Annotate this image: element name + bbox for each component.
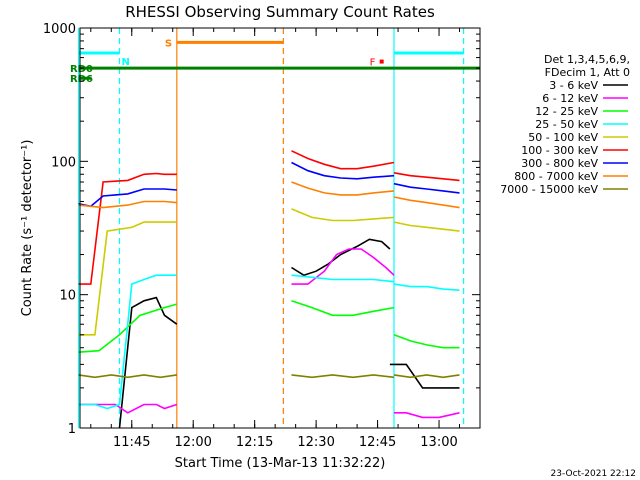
status-bar-label: N [121,57,129,68]
series-6 [78,161,460,208]
flare-flag-marker [379,59,384,64]
x-tick-label: 12:15 [236,435,273,450]
series-7 [78,181,460,209]
series-line-segment [291,208,395,222]
legend-entry-label: 6 - 12 keV [542,92,598,105]
x-tick-label: 11:45 [113,435,150,450]
series-line-segment [78,374,177,379]
series-line-segment [291,300,395,317]
series-line-segment [291,374,395,379]
axes: 11:45 12:00 12:15 12:30 12:45 13:00 1 10 100 1000 [43,22,481,450]
status-bar-label: RD6 [70,74,93,85]
series-layer [78,150,460,429]
legend-entry-label: 300 - 800 keV [521,157,598,170]
legend-entry-label: 3 - 6 keV [549,79,598,92]
series-0 [118,238,460,429]
y-tick-label: 10 [59,289,76,304]
series-line-segment [78,221,177,336]
legend-entry-label: 100 - 300 keV [521,144,598,157]
series-5 [78,150,460,285]
series-line-segment [291,238,391,277]
series-line-segment [393,334,460,349]
series-3 [78,274,460,410]
series-line-segment [78,188,177,208]
legend-header: Det 1,3,4,5,6,9, [544,53,630,66]
status-bar-label: S [165,38,172,49]
status-bar-label: RD0 [70,64,93,75]
y-axis-label: Count Rate (s⁻¹ detector⁻¹) [20,140,35,317]
series-line-segment [291,161,395,180]
x-tick-label: 12:45 [359,435,396,450]
series-8 [78,374,460,379]
series-line-segment [118,296,178,429]
legend-header: FDecim 1, Att 0 [545,66,630,79]
series-line-segment [291,150,395,170]
x-tick-label: 13:00 [420,435,457,450]
legend: Det 1,3,4,5,6,9,FDecim 1, Att 03 - 6 keV… [500,53,630,196]
legend-entry-label: 7000 - 15000 keV [500,183,598,196]
series-2 [78,300,460,353]
series-4 [78,208,460,336]
series-line-segment [78,172,177,285]
chart-title: RHESSI Observing Summary Count Rates [125,3,435,21]
y-tick-label: 1 [68,422,76,437]
legend-entry-label: 800 - 7000 keV [514,170,598,183]
series-line-segment [393,196,460,209]
series-line-segment [291,248,395,285]
y-tick-label: 1000 [43,22,76,37]
series-line-segment [393,221,460,232]
series-line-segment [78,274,177,410]
x-tick-label: 12:30 [297,435,334,450]
flare-flag-label: F [370,58,376,69]
x-tick-label: 12:00 [174,435,211,450]
series-line-segment [291,274,395,283]
series-line-segment [394,411,460,419]
x-axis-label: Start Time (13-Mar-13 11:32:22) [175,456,386,471]
series-line-segment [393,374,460,379]
series-line-segment [393,172,460,182]
series-line-segment [78,303,178,353]
legend-entry-label: 12 - 25 keV [535,105,598,118]
legend-entry-label: 25 - 50 keV [535,118,598,131]
generated-timestamp: 23-Oct-2021 22:12 [551,469,636,479]
series-line-segment [389,363,460,389]
series-line-segment [393,283,460,291]
plot-frame [79,27,481,429]
series-line-segment [291,181,395,196]
legend-entry-label: 50 - 100 keV [528,131,598,144]
series-line-segment [393,182,460,194]
y-tick-label: 100 [51,155,76,170]
series-line-segment [78,200,177,209]
